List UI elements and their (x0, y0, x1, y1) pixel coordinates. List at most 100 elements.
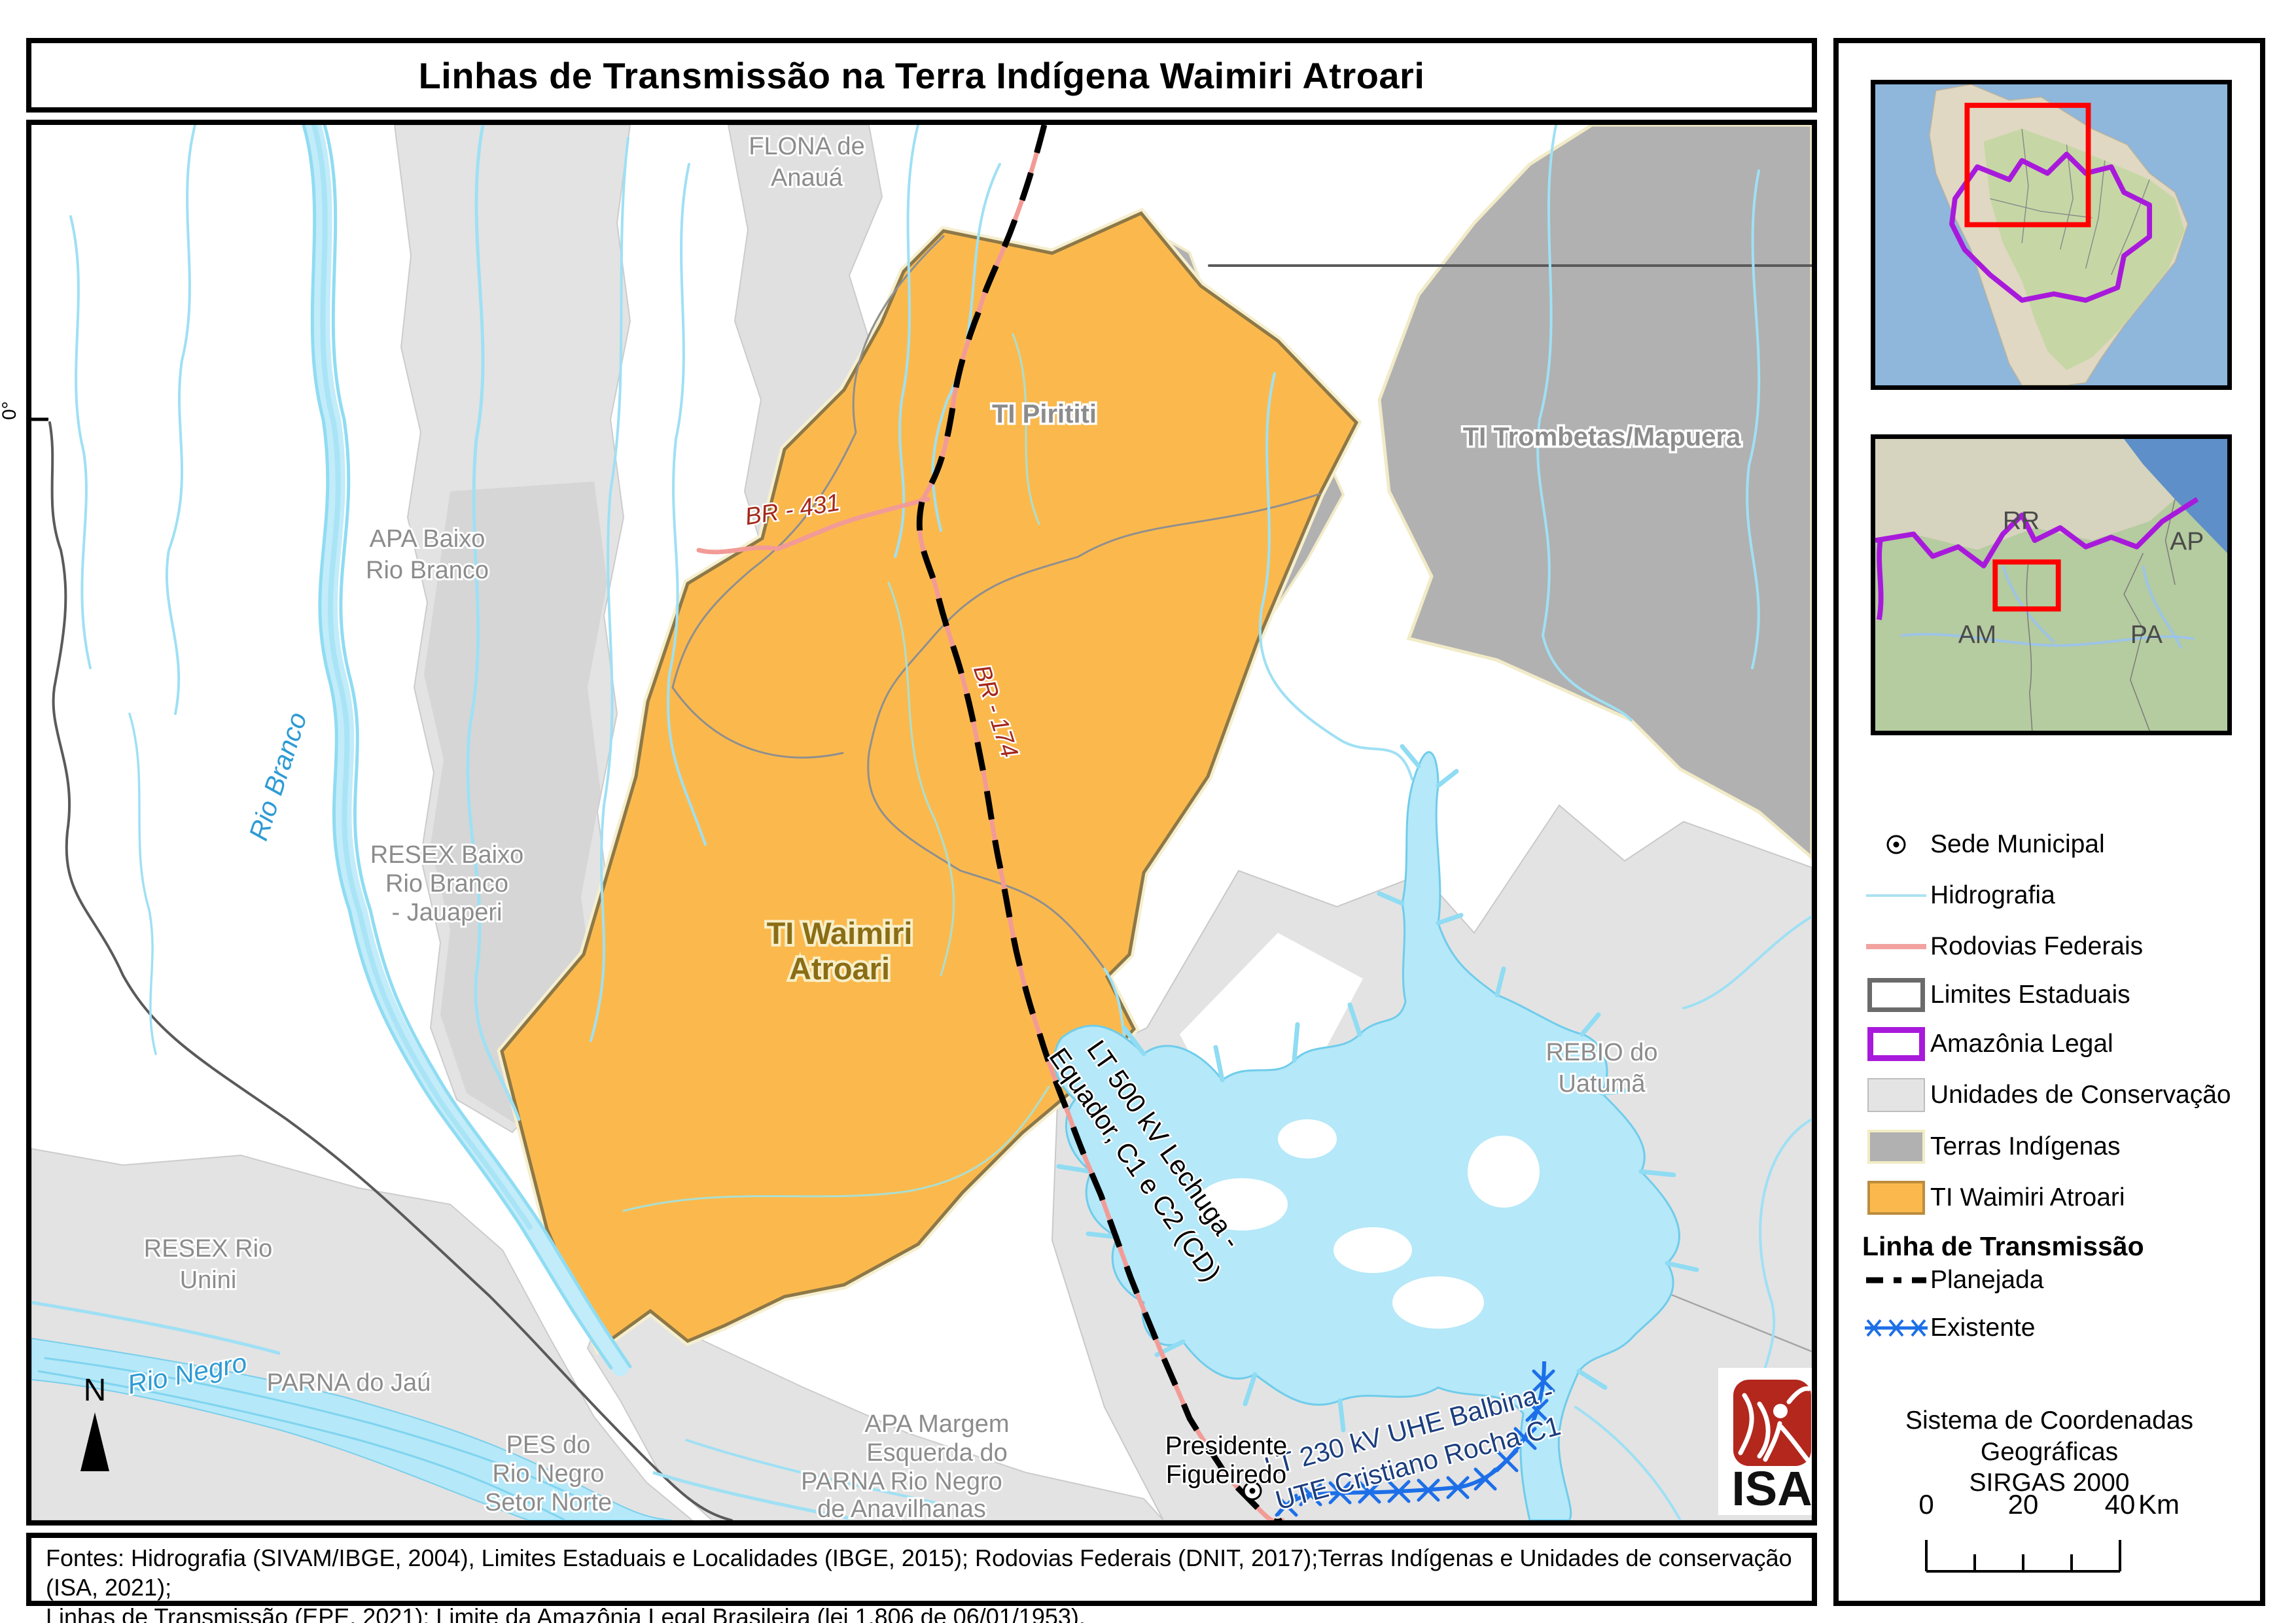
rio-negro-channel (44, 1357, 608, 1513)
state-limits-swatch (1862, 978, 1930, 1012)
stream (466, 125, 521, 1121)
stream (128, 712, 157, 1055)
rio-branco-channel (311, 125, 533, 1230)
legend-item-hidrografia: Hidrografia (1862, 877, 2248, 915)
parna-jau-label: PARNA do Jaú (267, 1369, 431, 1397)
presidente-figueiredo-label-line1: Presidente (1165, 1432, 1287, 1460)
inset2-ocean (2124, 439, 2227, 553)
flona-label-line2: Anauá (771, 164, 843, 192)
rio-negro-channel (31, 1300, 281, 1355)
stream-in-ti (622, 1085, 1050, 1212)
stream (1574, 1406, 1682, 1520)
pes-label-line2: Rio Negro (492, 1460, 604, 1488)
flona-label-line1: FLONA de (749, 133, 864, 160)
presidente-figueiredo-label-line2: Figueiredo (1166, 1461, 1286, 1489)
resex-unini-label-line1: RESEX Rio (144, 1235, 272, 1263)
planned-line-icon (1862, 1273, 1930, 1287)
crs-line1: Sistema de Coordenadas Geográficas (1905, 1406, 2194, 1466)
brazil-region (1983, 128, 2185, 370)
ti-waimiri-atroari-polygon (497, 207, 1362, 1355)
rio-negro (31, 1300, 948, 1520)
crs-line2: SIRGAS 2000 (1969, 1469, 2130, 1497)
rio-negro-channel (37, 1370, 568, 1520)
resex-baixo-label-line1: RESEX Baixo (370, 841, 523, 869)
legend-label: Rodovias Federais (1930, 932, 2144, 960)
ti-waimiri-fill (500, 211, 1359, 1351)
stream-in-ti (1012, 333, 1040, 525)
scale-bar-ticks (1925, 1540, 2121, 1573)
municipal-boundary (671, 686, 844, 759)
sources-line1: Fontes: Hidrografia (SIVAM/IBGE, 2004), … (46, 1544, 1792, 1601)
stream-in-ti (887, 582, 955, 977)
road-line-icon (1862, 940, 1930, 953)
municipal-boundary (867, 493, 1321, 970)
reservoir-dendrites (1056, 744, 1699, 1433)
amazonia-legal-swatch (1862, 1027, 1930, 1061)
inset2-extent-rectangle (1992, 559, 2061, 612)
legend-item-terras-indigenas: Terras Indígenas (1862, 1128, 2248, 1166)
sources-bar: Fontes: Hidrografia (SIVAM/IBGE, 2004), … (26, 1533, 1817, 1623)
legend-label: Existente (1930, 1314, 2036, 1342)
inset2-amazonia-outline (1875, 497, 2199, 568)
inset2-canvas: RR AP AM PA (1875, 439, 2227, 731)
isa-logo: ISA (1718, 1368, 1812, 1516)
conservation-units-swatch (1862, 1078, 1930, 1112)
main-map-frame: N ISA FLONA de Anauá (26, 120, 1817, 1526)
hydrography (69, 125, 1812, 1520)
inset1-extent-rectangle (1964, 103, 2091, 228)
sede-municipal-marker (1243, 1481, 1262, 1501)
indigenous-lands-swatch (1862, 1130, 1930, 1164)
legend-label: Hidrografia (1930, 881, 2055, 909)
stream (1682, 915, 1812, 1009)
ti-trombetas-label: TI Trombetas/Mapuera (1463, 423, 1741, 451)
ti-waimiri-label-line1: TI Waimiri (767, 916, 913, 951)
lt-500-planned-line (916, 125, 1282, 1520)
sources-line2: Linhas de Transmissão (EPE, 2021); Limit… (46, 1603, 1086, 1623)
state-label-rr: RR (2003, 507, 2040, 535)
legend-label: Planejada (1930, 1266, 2044, 1294)
scale-label-km: Km (2138, 1489, 2180, 1520)
anavilhanas-apa-margem-polygon (586, 1295, 1165, 1520)
pes-label-line3: Setor Norte (485, 1489, 612, 1516)
sidebar-panel: RR AP AM PA Sede Municipal Hidrografia R… (1833, 38, 2265, 1606)
legend-item-sede-municipal: Sede Municipal (1862, 826, 2248, 864)
legend-item-unidades-conservacao: Unidades de Conservação (1862, 1076, 2248, 1114)
stream (165, 125, 196, 715)
anavilhanas-channel (652, 1471, 850, 1520)
rebio-label-line2: Uatumã (1558, 1070, 1646, 1098)
ti-waimiri-swatch (1862, 1181, 1930, 1215)
pes-label-line1: PES do (506, 1431, 591, 1459)
ti-waimiri-label-line2: Atroari (789, 951, 890, 986)
legend-label: Terras Indígenas (1930, 1132, 2121, 1161)
scale-bar-canvas: 0 20 40 Km (1918, 1489, 2180, 1573)
scale-label-0: 0 (1918, 1489, 1934, 1520)
stream (667, 163, 707, 846)
resex-baixo-rio-branco-polygon (424, 481, 607, 1126)
rio-branco-channel (323, 125, 632, 1369)
title-bar: Linhas de Transmissão na Terra Indígena … (26, 38, 1817, 113)
isa-figure-head (1773, 1404, 1788, 1418)
scale-label-40: 40 (2105, 1489, 2136, 1520)
scale-label-20: 20 (2008, 1489, 2039, 1520)
br-431-road (696, 497, 930, 555)
parna-anavilhanas-label-line1: PARNA Rio Negro (801, 1468, 1002, 1495)
legend-item-ti-waimiri: TI Waimiri Atroari (1862, 1179, 2248, 1217)
state-label-ap: AP (2170, 528, 2204, 556)
resex-unini-label-line2: Unini (180, 1266, 237, 1294)
isa-logo-text: ISA (1731, 1461, 1812, 1516)
ti-pirititi-label: TI Pirititi (992, 400, 1097, 428)
stream (894, 125, 919, 558)
existing-line-icon (1862, 1315, 1930, 1341)
inset2-guiana-shield (1875, 439, 2176, 550)
amazonia-legal-outline (1949, 151, 2152, 303)
rio-negro-band (31, 1337, 673, 1520)
resex-baixo-label-line2: Rio Branco (385, 870, 508, 898)
legend-item-rodovias: Rodovias Federais (1862, 928, 2248, 966)
rebio-label-line1: REBIO do (1545, 1039, 1657, 1066)
municipal-boundary (671, 235, 945, 689)
ti-trombetas-mapuera-polygon (1377, 125, 1812, 860)
rio-branco-channel (302, 125, 613, 1370)
inset-map-south-america (1871, 80, 2232, 390)
isa-logo-figure (1738, 1386, 1811, 1462)
state-label-am: AM (1958, 621, 1996, 649)
